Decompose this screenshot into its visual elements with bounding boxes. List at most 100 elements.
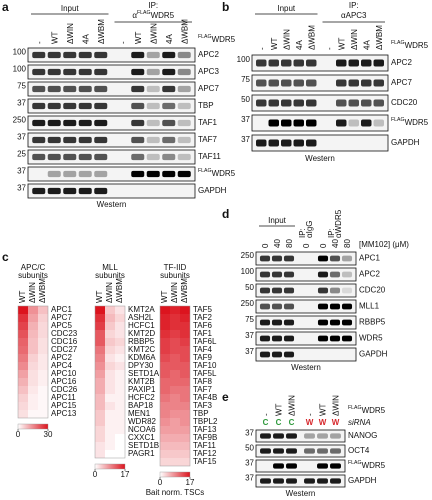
blot-strip: [255, 474, 346, 488]
column-label: ΔWIN: [28, 282, 37, 303]
heatmap-cell: [160, 354, 170, 362]
heatmap-cell: [105, 394, 115, 402]
mw-marker: 75: [241, 75, 250, 84]
blot-strip: [255, 459, 346, 473]
heatmap-cell: [18, 362, 28, 370]
row-label: WDR5: [359, 334, 383, 343]
band: [63, 119, 77, 127]
panel-letter: c: [2, 250, 9, 264]
row-label: CDC27: [51, 345, 78, 354]
band: [131, 136, 145, 144]
lane-header: FLAGWDR5: [391, 40, 429, 50]
mw-marker: 100: [13, 64, 27, 73]
band: [177, 119, 191, 127]
band: [293, 99, 304, 107]
heatmap-cell: [180, 434, 190, 442]
band: [271, 271, 283, 278]
band: [94, 187, 108, 195]
band: [256, 79, 267, 87]
heatmap-cell: [18, 386, 28, 394]
heatmap-cell: [115, 410, 125, 418]
heatmap-cell: [95, 346, 105, 354]
band: [304, 478, 315, 484]
heatmap-cell: [18, 370, 28, 378]
band: [78, 153, 92, 161]
band: [341, 319, 353, 326]
band: [293, 59, 304, 67]
lane-label: 40: [273, 239, 282, 248]
band: [131, 170, 145, 178]
heatmap-cell: [160, 442, 170, 450]
heatmap-cell: [180, 402, 190, 410]
lane-label: 0: [302, 243, 311, 248]
heatmap-cell: [105, 386, 115, 394]
heatmap-cell: [95, 306, 105, 314]
band: [361, 79, 372, 87]
band: [286, 448, 297, 454]
heatmap-cell: [18, 314, 28, 322]
lane-header-sup: FLAG: [198, 34, 212, 40]
band: [94, 119, 108, 127]
lane-label: 4A: [295, 40, 304, 50]
heatmap-cell: [180, 426, 190, 434]
band: [259, 351, 271, 358]
band: [259, 271, 271, 278]
colorbar-label: 17: [186, 478, 195, 487]
heatmap-cell: [170, 378, 180, 386]
row-label-text: WDR5: [362, 461, 386, 470]
blot-strip: [27, 183, 196, 199]
band: [281, 119, 292, 127]
band: [293, 79, 304, 87]
row-label: SETD1A: [128, 369, 160, 378]
mw-marker: 37: [17, 98, 26, 107]
band: [373, 119, 384, 127]
band: [146, 102, 160, 110]
heatmap-cell: [170, 338, 180, 346]
row-label: GAPDH: [198, 186, 227, 195]
band: [283, 303, 295, 310]
lane-label: ΔWBM: [97, 19, 106, 44]
panel-letter: e: [222, 390, 229, 404]
heatmap-cell: [28, 354, 38, 362]
band: [131, 51, 145, 59]
colorbar-title: Bait norm. TSCs: [146, 488, 205, 497]
column-label: WT: [18, 290, 27, 303]
band: [78, 170, 92, 178]
row-label: CDC16: [51, 337, 78, 346]
band: [162, 51, 176, 59]
heatmap-cell: [180, 386, 190, 394]
row-label: APC5: [51, 321, 72, 330]
band: [146, 153, 160, 161]
heatmap-cell: [28, 386, 38, 394]
mw-marker: 37: [17, 183, 26, 192]
row-label: FLAGWDR5: [198, 168, 236, 178]
row-label: GAPDH: [391, 138, 420, 147]
lane-label: WT: [275, 403, 284, 416]
band: [131, 102, 145, 110]
band: [317, 433, 328, 439]
heatmap-cell: [170, 402, 180, 410]
band: [336, 59, 347, 67]
lane-label: ΔWIN: [332, 395, 341, 416]
mw-marker: 250: [13, 115, 27, 124]
group-label-sup: FLAG: [137, 10, 151, 16]
mw-marker: 25: [17, 149, 26, 158]
heatmap-cell: [160, 378, 170, 386]
heatmap-cell: [95, 362, 105, 370]
row-label: KMT2C: [128, 345, 155, 354]
blot-strip: [255, 331, 357, 346]
heatmap-cell: [160, 450, 170, 458]
lane-header: FLAGWDR5: [348, 405, 386, 415]
band: [177, 68, 191, 76]
colorbar-label: 17: [121, 470, 130, 479]
mw-marker: 250: [241, 299, 255, 308]
heatmap-cell: [38, 378, 48, 386]
mw-marker: 37: [245, 474, 254, 483]
heatmap-cell: [160, 362, 170, 370]
colorbar: [94, 463, 126, 470]
band: [177, 85, 191, 93]
lane-label: WT: [134, 31, 143, 44]
row-label: CDC20: [359, 286, 386, 295]
row-label: TAF12: [193, 449, 217, 458]
band: [146, 170, 160, 178]
